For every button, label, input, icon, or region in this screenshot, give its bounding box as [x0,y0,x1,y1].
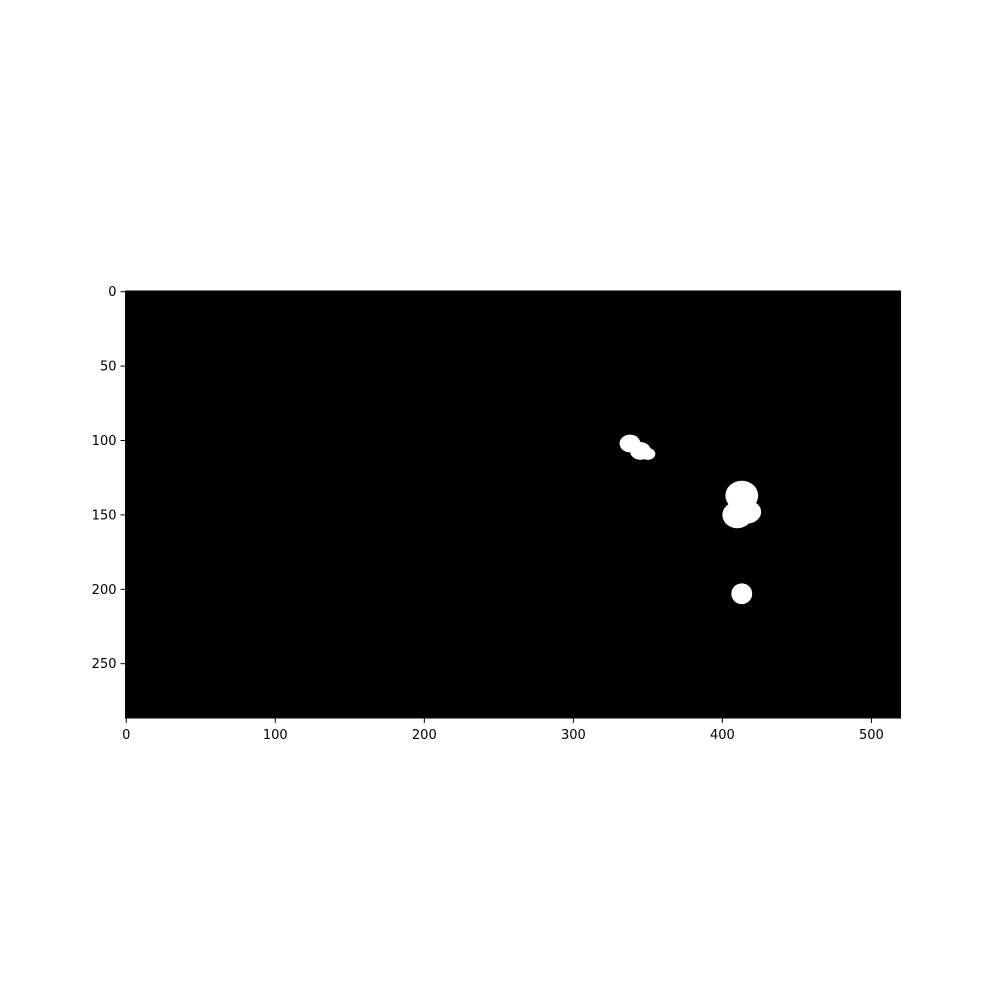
blob-3-part-1 [731,583,753,605]
blob-2 [722,480,762,529]
x-tick-label: 500 [859,728,884,743]
blob-1 [619,434,656,460]
y-tick-label: 250 [92,657,117,672]
y-tick-label: 100 [92,434,117,449]
y-tick-label: 200 [92,583,117,598]
x-axis: 0 100 200 300 400 500 [122,718,884,743]
x-tick-label: 100 [263,728,288,743]
x-tick-label: 400 [710,728,735,743]
image-background [125,291,901,718]
x-tick-label: 200 [412,728,437,743]
y-axis: 0 50 100 150 200 250 [92,285,126,672]
x-tick-label: 300 [561,728,586,743]
y-tick-label: 50 [100,360,117,375]
blobs-layer [619,434,762,605]
x-tick-label: 0 [122,728,130,743]
blob-3 [731,583,753,605]
plot-area [125,290,901,719]
blob-2-part-3 [731,500,762,524]
axes-frame [125,290,901,719]
blob-1-part-3 [640,447,656,460]
y-tick-label: 150 [92,508,117,523]
y-tick-label: 0 [108,285,116,300]
